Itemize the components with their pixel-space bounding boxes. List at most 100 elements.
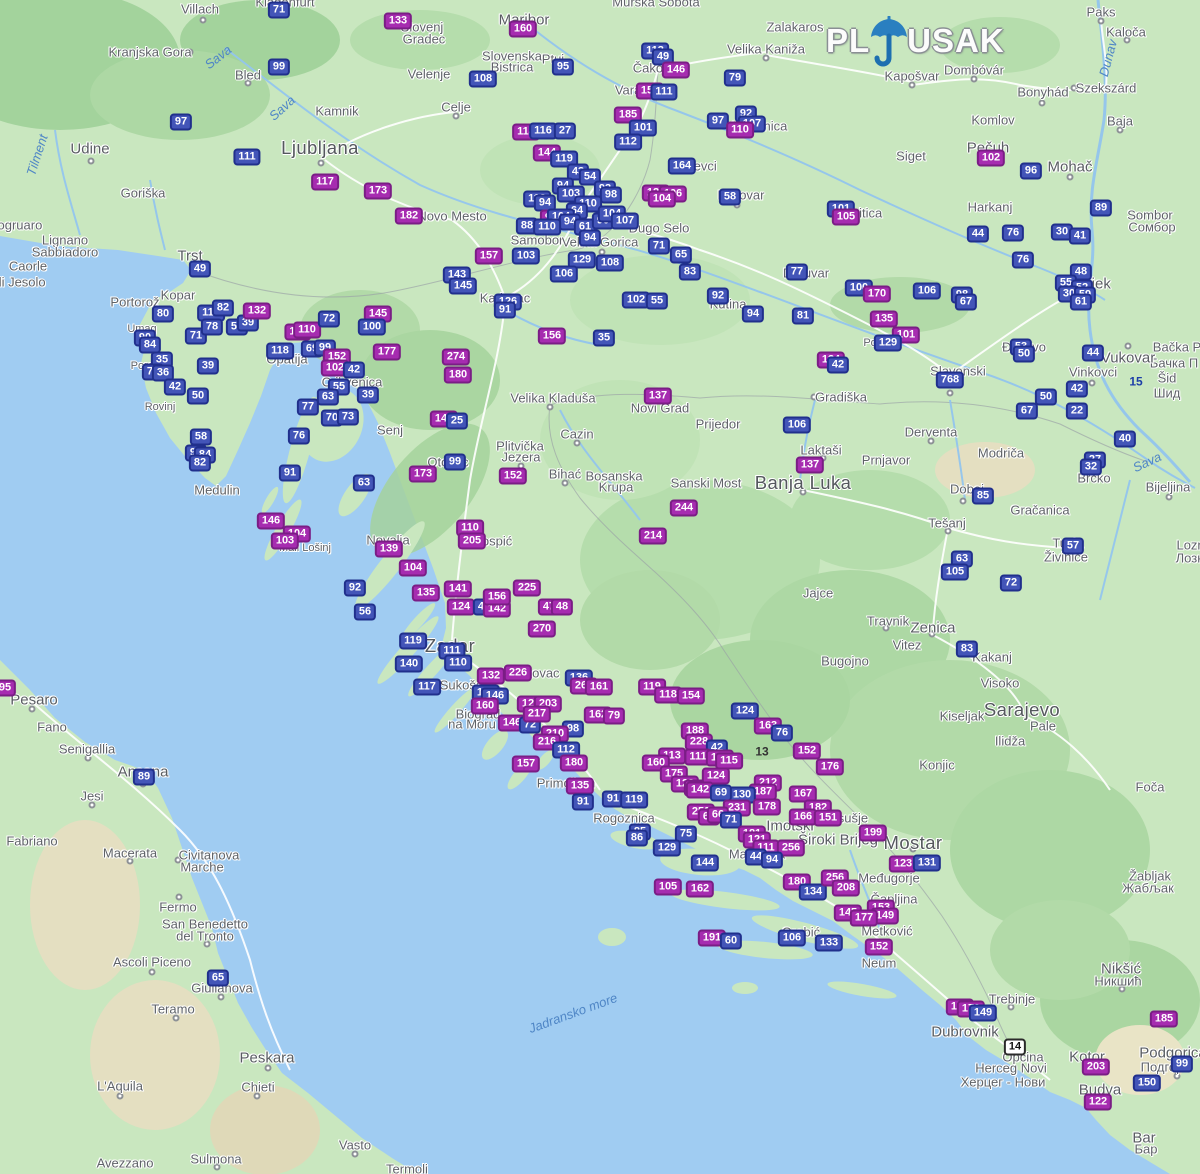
station-marker[interactable]: 244 [669, 499, 699, 517]
station-marker[interactable]: 106 [912, 282, 942, 300]
station-marker[interactable]: 131 [912, 854, 942, 872]
station-marker[interactable]: 83 [678, 263, 702, 281]
station-marker[interactable]: 48 [1069, 263, 1093, 281]
station-marker[interactable]: 180 [443, 366, 473, 384]
station-marker[interactable]: 99 [267, 58, 291, 76]
station-marker[interactable]: 105 [940, 563, 970, 581]
station-marker[interactable]: 185 [613, 106, 643, 124]
station-marker[interactable]: 82 [188, 454, 212, 472]
station-marker[interactable]: 106 [777, 929, 807, 947]
station-marker[interactable]: 140 [394, 655, 424, 673]
station-marker[interactable]: 79 [723, 69, 747, 87]
station-marker[interactable]: 110 [293, 321, 321, 339]
station-marker[interactable]: 106 [782, 416, 812, 434]
station-marker[interactable]: 103 [511, 247, 541, 265]
station-marker[interactable]: 72 [999, 574, 1023, 592]
station-marker[interactable]: 49 [651, 48, 675, 66]
station-marker[interactable]: 72 [317, 310, 341, 328]
station-marker[interactable]: 14 [1003, 1038, 1027, 1056]
station-marker[interactable]: 57 [1061, 537, 1085, 555]
station-marker[interactable]: 157 [511, 755, 541, 773]
station-marker[interactable]: 27 [553, 122, 577, 140]
station-marker[interactable]: 256 [776, 839, 806, 857]
station-marker[interactable]: 205 [457, 532, 487, 550]
station-marker[interactable]: 146 [256, 512, 286, 530]
station-marker[interactable]: 119 [550, 150, 578, 168]
station-marker[interactable]: 91 [278, 464, 302, 482]
station-marker[interactable]: 133 [383, 12, 413, 30]
station-marker[interactable]: 40 [1113, 430, 1137, 448]
station-marker[interactable]: 135 [411, 584, 441, 602]
station-marker[interactable]: 91 [601, 790, 625, 808]
station-marker[interactable]: 225 [512, 579, 542, 597]
station-marker[interactable]: 105 [831, 208, 861, 226]
station-marker[interactable]: 103 [270, 532, 300, 550]
station-marker[interactable]: 67 [1015, 402, 1039, 420]
station-marker[interactable]: 117 [413, 678, 441, 696]
station-marker[interactable]: 41 [1068, 227, 1092, 245]
station-marker[interactable]: 111 [684, 748, 712, 766]
station-marker[interactable]: 92 [706, 287, 730, 305]
station-marker[interactable]: 119 [620, 791, 648, 809]
station-marker[interactable]: 157 [474, 247, 504, 265]
station-marker[interactable]: 122 [1083, 1093, 1113, 1111]
station-marker[interactable]: 132 [476, 667, 506, 685]
station-marker[interactable]: 88 [515, 217, 539, 235]
station-marker[interactable]: 77 [785, 263, 809, 281]
station-marker[interactable]: 118 [654, 686, 682, 704]
station-marker[interactable]: 149 [870, 907, 900, 925]
station-marker[interactable]: 124 [446, 598, 476, 616]
station-marker[interactable]: 80 [151, 305, 175, 323]
station-marker[interactable]: 124 [701, 767, 731, 785]
station-marker[interactable]: 94 [741, 305, 765, 323]
station-marker[interactable]: 156 [537, 327, 567, 345]
station-marker[interactable]: 42 [826, 356, 850, 374]
station-marker[interactable]: 144 [690, 854, 720, 872]
station-marker[interactable]: 177 [849, 909, 879, 927]
station-marker[interactable]: 94 [760, 851, 784, 869]
station-marker[interactable]: 48 [550, 598, 574, 616]
station-marker[interactable]: 129 [652, 839, 682, 857]
station-marker[interactable]: 96 [1019, 162, 1043, 180]
station-marker[interactable]: 170 [862, 285, 892, 303]
station-marker[interactable]: 91 [571, 793, 595, 811]
station-marker[interactable]: 185 [1149, 1010, 1179, 1028]
station-marker[interactable]: 150 [1132, 1074, 1162, 1092]
station-marker[interactable]: 78 [200, 318, 224, 336]
station-marker[interactable]: 67 [954, 293, 978, 311]
station-marker[interactable]: 56 [353, 603, 377, 621]
station-marker[interactable]: 111 [233, 148, 261, 166]
station-marker[interactable]: 50 [1012, 345, 1036, 363]
station-marker[interactable]: 199 [858, 824, 888, 842]
station-marker[interactable]: 73 [336, 408, 360, 426]
station-marker[interactable]: 152 [792, 742, 822, 760]
station-marker[interactable]: 274 [441, 348, 471, 366]
station-marker[interactable]: 160 [470, 697, 500, 715]
station-marker[interactable]: 154 [676, 687, 706, 705]
station-marker[interactable]: 107 [610, 212, 640, 230]
station-marker[interactable]: 214 [638, 527, 668, 545]
station-marker[interactable]: 177 [372, 343, 402, 361]
station-marker[interactable]: 81 [791, 307, 815, 325]
station-marker[interactable]: 161 [584, 678, 614, 696]
station-marker[interactable]: 180 [782, 873, 812, 891]
station-marker[interactable]: 132 [242, 302, 272, 320]
station-marker[interactable]: 89 [1089, 199, 1113, 217]
station-marker[interactable]: 85 [971, 487, 995, 505]
station-marker[interactable]: 71 [647, 237, 671, 255]
station-marker[interactable]: 42 [342, 361, 366, 379]
station-marker[interactable]: 25 [445, 412, 469, 430]
station-marker[interactable]: 111 [650, 83, 678, 101]
station-marker[interactable]: 180 [559, 754, 589, 772]
station-marker[interactable]: 137 [643, 387, 673, 405]
station-marker[interactable]: 97 [706, 112, 730, 130]
station-marker[interactable]: 58 [189, 428, 213, 446]
station-marker[interactable]: 58 [718, 188, 742, 206]
station-marker[interactable]: 42 [1065, 380, 1089, 398]
station-marker[interactable]: 142 [685, 781, 715, 799]
station-marker[interactable]: 55 [645, 292, 669, 310]
station-marker[interactable]: 76 [287, 427, 311, 445]
station-marker[interactable]: 50 [186, 387, 210, 405]
station-marker[interactable]: 108 [468, 70, 498, 88]
